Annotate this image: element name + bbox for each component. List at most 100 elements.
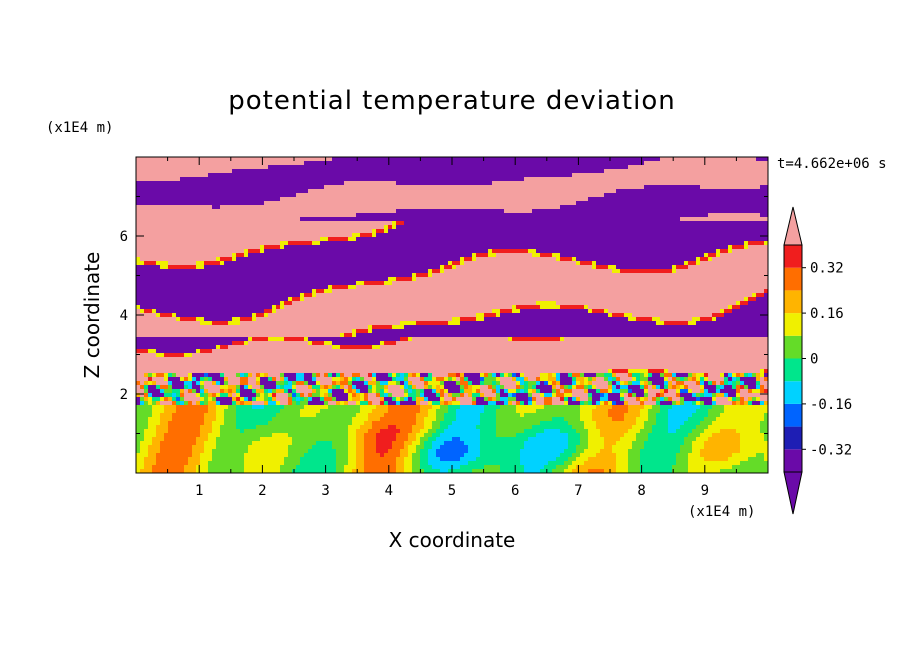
field-cell <box>584 277 589 282</box>
field-cell <box>424 233 429 238</box>
field-cell <box>484 213 489 218</box>
field-cell <box>644 177 649 182</box>
field-cell <box>560 217 565 222</box>
field-cell <box>148 169 153 174</box>
field-cell <box>452 241 457 246</box>
field-cell <box>396 269 401 274</box>
field-cell <box>164 201 169 206</box>
field-cell <box>516 165 521 170</box>
field-cell <box>600 249 605 254</box>
field-cell <box>160 241 165 246</box>
field-cell <box>628 177 633 182</box>
field-cell <box>404 209 409 214</box>
field-cell <box>328 273 333 278</box>
field-cell <box>740 201 745 206</box>
field-cell <box>524 217 529 222</box>
field-cell <box>716 205 721 210</box>
field-cell <box>588 253 593 258</box>
field-cell <box>592 245 597 250</box>
field-cell <box>436 165 441 170</box>
field-cell <box>176 185 181 190</box>
field-cell <box>680 225 685 230</box>
field-cell <box>168 213 173 218</box>
field-cell <box>360 269 365 274</box>
field-cell <box>224 253 229 258</box>
field-cell <box>304 237 309 242</box>
field-cell <box>552 261 557 266</box>
field-cell <box>528 189 533 194</box>
field-cell <box>272 225 277 230</box>
field-cell <box>748 241 753 246</box>
field-cell <box>172 157 177 162</box>
field-cell <box>536 257 541 262</box>
field-cell <box>532 185 537 190</box>
field-cell <box>724 213 729 218</box>
field-cell <box>460 281 465 286</box>
field-cell <box>180 225 185 230</box>
field-cell <box>616 217 621 222</box>
field-cell <box>396 265 401 270</box>
field-cell <box>136 257 141 262</box>
field-cell <box>368 157 373 162</box>
field-cell <box>496 225 501 230</box>
field-cell <box>436 249 441 254</box>
field-cell <box>412 165 417 170</box>
field-cell <box>708 277 713 282</box>
field-cell <box>200 225 205 230</box>
field-cell <box>316 241 321 246</box>
field-cell <box>432 209 437 214</box>
field-cell <box>740 253 745 258</box>
field-cell <box>308 201 313 206</box>
field-cell <box>732 245 737 250</box>
field-cell <box>372 157 377 162</box>
field-cell <box>736 253 741 258</box>
field-cell <box>736 217 741 222</box>
field-cell <box>528 201 533 206</box>
field-cell <box>152 197 157 202</box>
field-cell <box>648 273 653 278</box>
field-cell <box>364 221 369 226</box>
field-cell <box>580 229 585 234</box>
field-cell <box>460 169 465 174</box>
field-cell <box>644 197 649 202</box>
field-cell <box>264 277 269 282</box>
field-cell <box>576 237 581 242</box>
field-cell <box>376 249 381 254</box>
field-cell <box>196 281 201 286</box>
field-cell <box>480 177 485 182</box>
field-cell <box>312 181 317 186</box>
field-cell <box>760 265 765 270</box>
field-cell <box>292 209 297 214</box>
field-cell <box>484 281 489 286</box>
field-cell <box>640 157 645 162</box>
field-cell <box>420 201 425 206</box>
field-cell <box>388 225 393 230</box>
field-cell <box>544 193 549 198</box>
field-cell <box>524 269 529 274</box>
field-cell <box>404 225 409 230</box>
field-cell <box>532 205 537 210</box>
field-cell <box>568 269 573 274</box>
field-cell <box>456 157 461 162</box>
field-cell <box>560 245 565 250</box>
field-cell <box>652 193 657 198</box>
field-cell <box>160 209 165 214</box>
field-cell <box>592 225 597 230</box>
field-cell <box>748 277 753 282</box>
field-cell <box>424 257 429 262</box>
field-cell <box>444 265 449 270</box>
field-cell <box>392 185 397 190</box>
field-cell <box>584 249 589 254</box>
field-cell <box>456 281 461 286</box>
field-cell <box>376 205 381 210</box>
field-cell <box>728 197 733 202</box>
field-cell <box>460 229 465 234</box>
field-cell <box>576 213 581 218</box>
field-cell <box>644 169 649 174</box>
field-cell <box>656 205 661 210</box>
field-cell <box>180 177 185 182</box>
field-cell <box>476 269 481 274</box>
field-cell <box>672 161 677 166</box>
field-cell <box>272 213 277 218</box>
field-cell <box>444 233 449 238</box>
